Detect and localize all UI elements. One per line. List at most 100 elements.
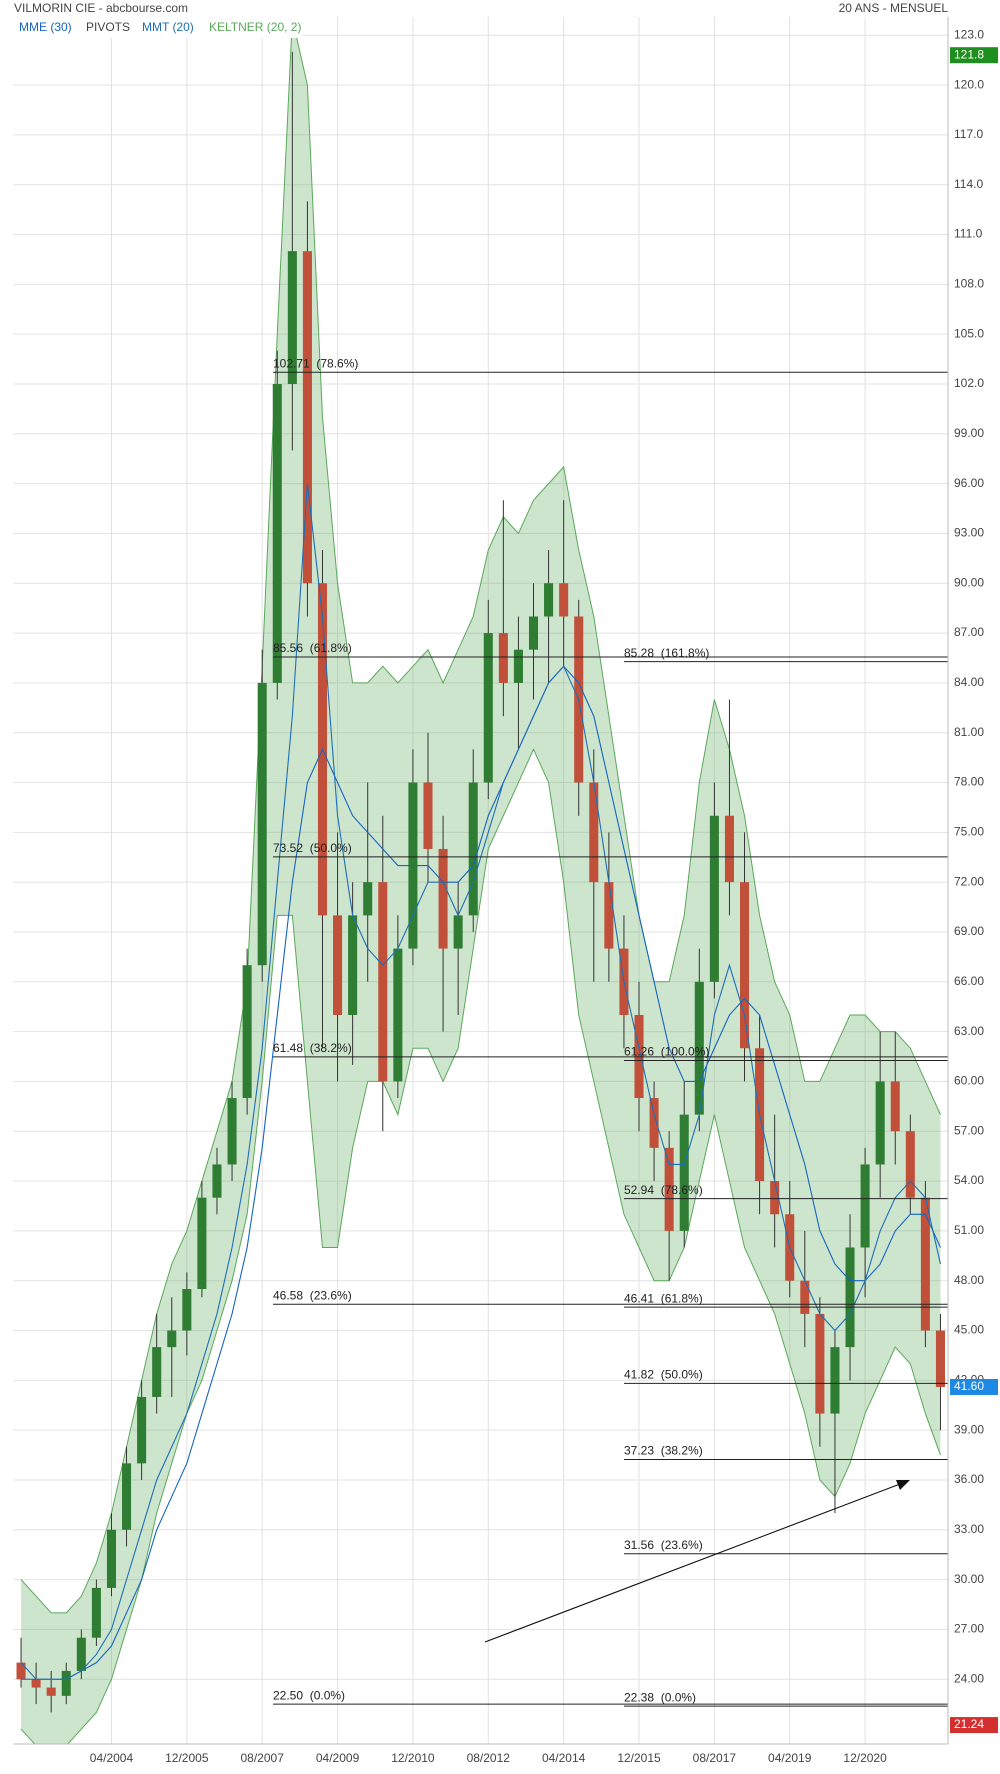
y-tick-label: 57.00 xyxy=(954,1123,984,1137)
y-tick-label: 66.00 xyxy=(954,974,984,988)
candle-body xyxy=(589,782,599,883)
y-tick-label: 120.0 xyxy=(954,77,984,91)
y-tick-label: 69.00 xyxy=(954,924,984,938)
trend-arrow xyxy=(484,1480,910,1643)
y-tick-label: 123.0 xyxy=(954,27,984,41)
candle-body xyxy=(393,948,403,1082)
candle-body xyxy=(363,882,373,916)
pivot-label: 61.48 (38.2%) xyxy=(273,1041,352,1055)
candle-body xyxy=(167,1330,177,1348)
candle-body xyxy=(649,1098,659,1148)
candle-body xyxy=(559,583,569,617)
x-tick-label: 04/2009 xyxy=(316,1751,360,1765)
x-tick-label: 12/2015 xyxy=(617,1751,661,1765)
price-marker-label: 121.8 xyxy=(954,47,984,61)
candle-body xyxy=(830,1347,840,1414)
y-tick-label: 114.0 xyxy=(954,177,983,191)
legend-box xyxy=(14,18,302,38)
candle-body xyxy=(935,1330,945,1387)
candle-body xyxy=(739,882,750,1049)
pivot-label: 31.56 (23.6%) xyxy=(624,1538,703,1552)
candle-body xyxy=(664,1147,674,1231)
pivot-label: 85.56 (61.8%) xyxy=(273,641,352,655)
legend-entry: KELTNER (20, 2) xyxy=(209,20,301,34)
y-tick-label: 51.00 xyxy=(954,1223,984,1237)
x-tick-label: 08/2007 xyxy=(241,1751,285,1765)
candle-body xyxy=(333,915,343,1016)
y-tick-label: 72.00 xyxy=(954,874,984,888)
x-tick-label: 08/2012 xyxy=(467,1751,511,1765)
candle-body xyxy=(122,1463,132,1530)
candle-body xyxy=(920,1197,930,1331)
y-tick-label: 48.00 xyxy=(954,1273,984,1287)
candle-body xyxy=(287,251,297,384)
x-tick-label: 12/2005 xyxy=(165,1751,209,1765)
y-tick-label: 111.0 xyxy=(954,227,983,241)
y-tick-label: 54.00 xyxy=(954,1173,984,1187)
plot-area: 102.71 (78.6%) 85.56 (61.8%) 73.52 (50.0%)… xyxy=(16,18,948,1744)
y-tick-label: 93.00 xyxy=(954,526,984,540)
x-tick-label: 12/2020 xyxy=(843,1751,887,1765)
x-tick-label: 04/2014 xyxy=(542,1751,586,1765)
candle-body xyxy=(152,1347,162,1397)
candle-body xyxy=(483,633,493,783)
y-tick-label: 39.00 xyxy=(954,1422,984,1436)
y-tick-label: 81.00 xyxy=(954,725,984,739)
candle-body xyxy=(845,1247,855,1348)
candle-body xyxy=(544,583,554,617)
y-tick-label: 117.0 xyxy=(954,127,983,141)
candle-body xyxy=(604,882,614,949)
price-marker xyxy=(950,47,998,64)
keltner-fill xyxy=(21,18,941,1744)
price-marker xyxy=(950,1378,998,1395)
axes: 24.0027.0030.0033.0036.0039.0042.0045.00… xyxy=(90,27,998,1765)
candle-body xyxy=(875,1081,885,1165)
candle-body xyxy=(423,782,433,849)
candle-body xyxy=(46,1687,56,1696)
candle-body xyxy=(182,1289,192,1331)
pivot-label: 22.38 (0.0%) xyxy=(624,1690,696,1704)
candle-body xyxy=(76,1637,86,1671)
pivot-label: 46.58 (23.6%) xyxy=(273,1288,352,1302)
y-tick-label: 87.00 xyxy=(954,625,984,639)
candle-body xyxy=(91,1587,101,1638)
x-tick-label: 08/2017 xyxy=(693,1751,737,1765)
price-marker xyxy=(950,1717,998,1734)
price-marker-label: 41.60 xyxy=(954,1379,984,1393)
y-tick-label: 105.0 xyxy=(954,326,984,340)
y-tick-label: 36.00 xyxy=(954,1472,984,1486)
candle-body xyxy=(694,981,704,1115)
candle-body xyxy=(137,1396,147,1464)
y-tick-label: 99.00 xyxy=(954,426,984,440)
y-tick-label: 108.0 xyxy=(954,277,984,291)
candle-body xyxy=(16,1662,26,1680)
y-tick-label: 33.00 xyxy=(954,1522,984,1536)
candle-body xyxy=(468,782,478,916)
candle-body xyxy=(498,633,508,683)
x-tick-label: 12/2010 xyxy=(391,1751,435,1765)
pivot-label: 41.82 (50.0%) xyxy=(624,1367,703,1381)
candle-body xyxy=(528,616,539,650)
candle-body xyxy=(453,915,463,949)
pivot-label: 52.94 (78.6%) xyxy=(624,1183,703,1197)
legend-entry: MMT (20) xyxy=(142,20,194,34)
y-tick-label: 102.0 xyxy=(954,376,984,390)
pivot-label: 37.23 (38.2%) xyxy=(624,1444,703,1458)
keltner-lower xyxy=(20,748,941,1744)
y-tick-label: 75.00 xyxy=(954,825,984,839)
y-tick-label: 96.00 xyxy=(954,476,984,490)
candle-body xyxy=(61,1670,71,1696)
candle-body xyxy=(770,1181,780,1215)
legend-entry: MME (30) xyxy=(19,20,72,34)
pivot-label: 46.41 (61.8%) xyxy=(624,1291,703,1305)
candle-body xyxy=(860,1164,870,1248)
candle-body xyxy=(257,682,267,966)
moving-average-line xyxy=(21,665,941,1680)
candle-body xyxy=(242,965,252,1099)
y-tick-label: 63.00 xyxy=(954,1024,984,1038)
candle-body xyxy=(31,1679,41,1688)
x-tick-label: 04/2019 xyxy=(768,1751,812,1765)
candle-body xyxy=(348,915,358,1016)
x-tick-label: 04/2004 xyxy=(90,1751,134,1765)
pivot-label: 102.71 (78.6%) xyxy=(273,356,358,370)
